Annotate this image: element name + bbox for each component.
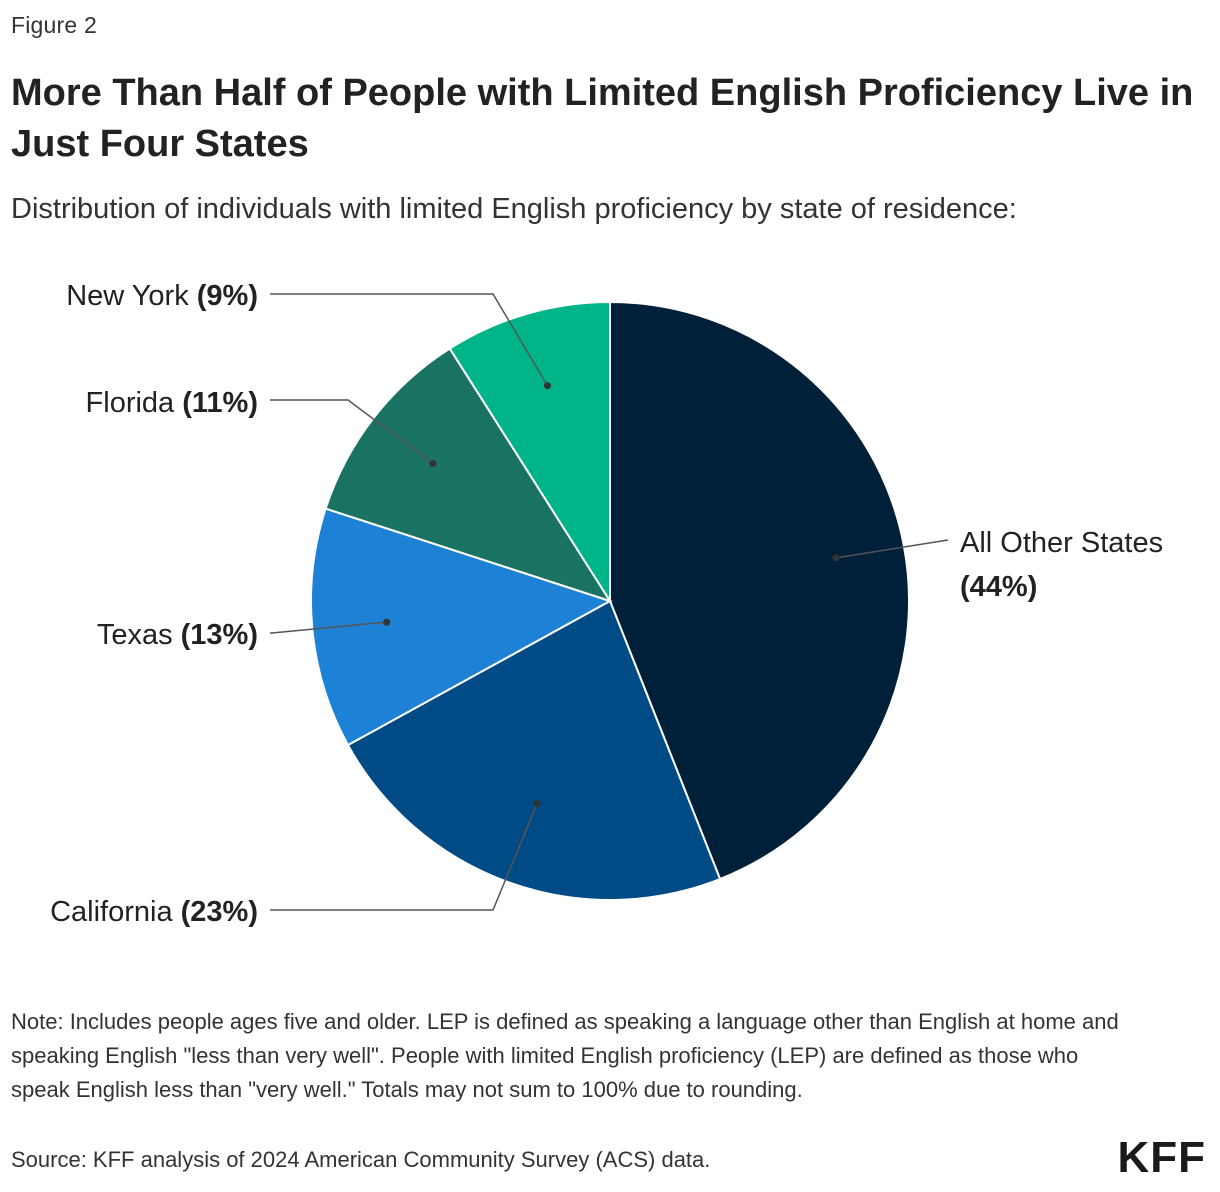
slice-label: All Other States (44%) [960, 527, 1163, 603]
pie-slices [310, 300, 910, 901]
pie-slice-new-york [448, 300, 611, 605]
leader-line [270, 293, 549, 387]
chart-subtitle: Distribution of individuals with limited… [11, 193, 1017, 225]
slice-label: Texas (13%) [97, 619, 258, 651]
leader-dot [429, 460, 437, 468]
chart-source: Source: KFF analysis of 2024 American Co… [11, 1147, 711, 1172]
pie-slice-all-other-states [609, 300, 910, 881]
chart-note: Note: Includes people ages five and olde… [11, 1009, 1119, 1102]
slice-labels: All Other States (44%) California (23%) Tex… [50, 280, 1163, 928]
leader-dot [832, 554, 840, 562]
leader-lines [270, 293, 949, 911]
leader-dot [533, 800, 541, 808]
pie-slice-florida [324, 347, 613, 603]
slice-label: New York (9%) [66, 280, 258, 312]
leader-line [836, 539, 949, 559]
leader-dot [543, 382, 551, 390]
leader-line [270, 803, 538, 911]
chart-title: More Than Half of People with Limited En… [11, 72, 1194, 165]
slice-label: California (23%) [50, 896, 258, 928]
pie-slice-california [346, 599, 722, 901]
leader-line [270, 399, 434, 465]
kff-logo: KFF [1117, 1133, 1206, 1182]
leader-line [270, 621, 387, 634]
slice-label: Florida (11%) [86, 387, 258, 419]
figure-label: Figure 2 [11, 12, 97, 38]
leader-dot [383, 618, 391, 626]
